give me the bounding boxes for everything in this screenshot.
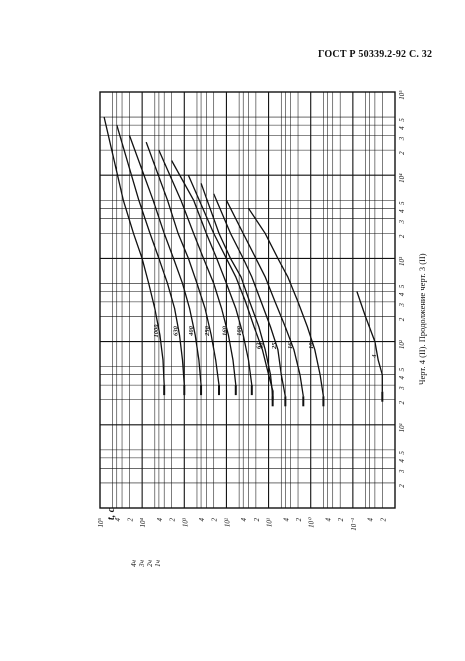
tick-label-t: 2 — [169, 518, 177, 522]
tick-label-t: 4 — [156, 518, 164, 522]
series-line-63 — [187, 174, 274, 391]
tick-label-t: 4 — [114, 518, 122, 522]
tick-label-t: 2 — [126, 518, 134, 522]
tick-label-t: 2 — [253, 518, 261, 522]
tick-label-i: 5 — [398, 201, 406, 205]
y-axis-label: t, с — [106, 507, 117, 520]
tick-label-i: 5 — [398, 367, 406, 371]
series-label-1000: 1000 — [153, 324, 160, 338]
series-line-40 — [200, 183, 274, 397]
tick-label-i: 3 — [398, 469, 406, 474]
series-label-4: 4 — [371, 354, 378, 359]
series-line-160 — [158, 149, 237, 386]
side-note: 4ч — [130, 559, 138, 567]
series-line-10 — [247, 207, 325, 397]
series-label-16: 16 — [287, 342, 294, 349]
series-label-160: 160 — [221, 325, 228, 336]
tick-label-t: 2 — [379, 518, 387, 522]
tick-label-i: 10³ — [398, 256, 406, 266]
tick-label-t: 10² — [223, 517, 231, 527]
series-label-630: 630 — [173, 325, 180, 336]
tick-label-i: 10⁴ — [398, 173, 406, 183]
series-line-1000 — [103, 116, 165, 386]
tick-label-i: 4 — [398, 375, 406, 379]
series-line-250 — [145, 141, 220, 386]
tick-label-i: 10² — [398, 339, 406, 349]
tick-label-i: 4 — [398, 292, 406, 296]
chart-caption: Черт. 4 (II). Продолжение черт. 3 (II) — [417, 253, 427, 385]
series-label-10: 10 — [308, 342, 315, 349]
series-line-4 — [356, 291, 383, 392]
tick-label-i: 3 — [398, 386, 406, 391]
series-label-63: 63 — [255, 342, 262, 349]
tick-label-t: 4 — [282, 518, 290, 522]
tick-label-t: 4 — [240, 518, 248, 522]
tick-label-i: 4 — [398, 459, 406, 463]
tick-label-i: 5 — [398, 118, 406, 122]
side-note: 3ч — [138, 559, 146, 568]
tick-label-i: 2 — [398, 151, 406, 155]
side-note: 2ч — [146, 559, 154, 567]
tick-label-i: 10⁵ — [398, 90, 406, 100]
tick-label-i: 5 — [398, 284, 406, 288]
series-line-100 — [171, 160, 253, 386]
series-label-400: 400 — [188, 325, 195, 337]
tick-label-i: 3 — [398, 219, 406, 224]
tick-label-t: 2 — [211, 518, 219, 522]
series-line-16 — [225, 199, 304, 397]
series-line-630 — [116, 124, 185, 386]
tick-label-t: 10⁻¹ — [350, 518, 358, 531]
tick-label-t: 2 — [295, 518, 303, 522]
tick-label-i: 3 — [398, 136, 406, 141]
series-label-100: 100 — [236, 325, 243, 336]
tick-label-t: 10¹ — [266, 518, 274, 527]
tick-label-t: 10⁵ — [97, 517, 105, 527]
tick-label-i: 5 — [398, 451, 406, 455]
series-line-25 — [213, 193, 286, 397]
tick-label-i: 2 — [398, 234, 406, 238]
tick-label-i: 2 — [398, 401, 406, 405]
tick-label-i: 3 — [398, 303, 406, 308]
tick-label-t: 2 — [337, 518, 345, 522]
chart-grid — [99, 91, 396, 509]
series-label-250: 250 — [204, 325, 211, 337]
tick-label-i: 2 — [398, 317, 406, 321]
side-note: 1ч — [154, 559, 162, 567]
tick-label-t: 10⁴ — [139, 517, 147, 527]
tick-label-t: 10⁰ — [308, 517, 316, 528]
tick-label-i: 10¹ — [398, 423, 406, 432]
tick-label-t: 4 — [367, 518, 375, 522]
tick-label-t: 10³ — [181, 517, 189, 527]
series-label-25: 25 — [271, 342, 278, 350]
tick-label-i: 2 — [398, 484, 406, 488]
series-label-40: 40 — [258, 342, 265, 350]
tick-label-t: 4 — [324, 518, 332, 522]
tick-label-i: 4 — [398, 209, 406, 213]
plot-frame — [99, 91, 396, 509]
tick-label-i: 4 — [398, 126, 406, 130]
tick-label-t: 4 — [198, 518, 206, 522]
series-line-400 — [128, 135, 202, 386]
page-header: ГОСТ Р 50339.2-92 С. 32 — [318, 49, 433, 60]
